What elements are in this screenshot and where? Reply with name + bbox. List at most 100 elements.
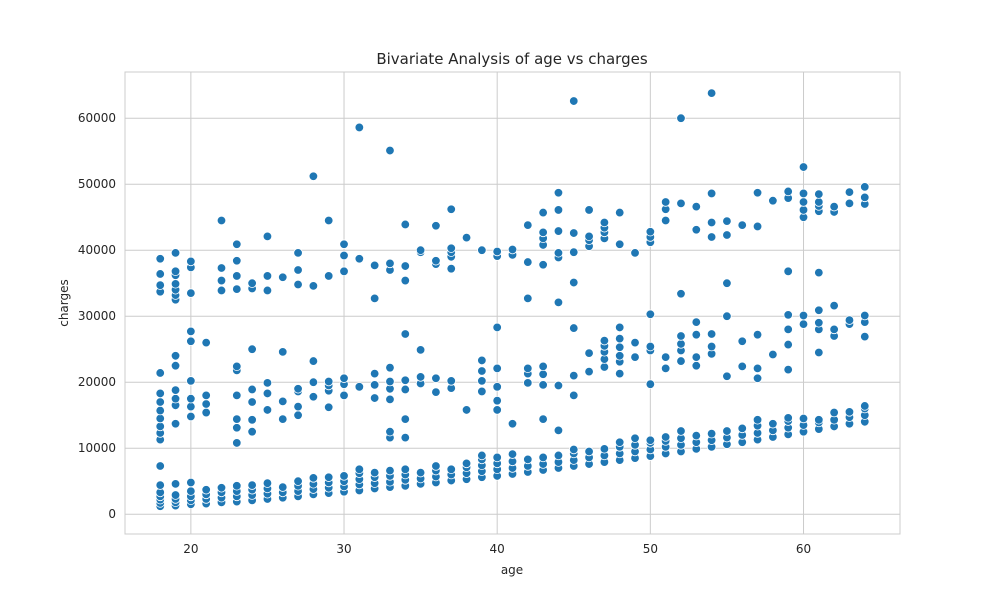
data-point (814, 318, 824, 328)
data-point (691, 201, 701, 212)
data-point (660, 363, 671, 374)
data-point (232, 284, 242, 294)
data-point (400, 375, 410, 385)
data-point (829, 300, 839, 311)
data-point (553, 226, 564, 236)
y-tick-label: 10000 (78, 441, 116, 455)
data-point (339, 250, 349, 261)
data-point (691, 430, 701, 441)
data-point (155, 388, 165, 399)
data-point (400, 219, 410, 230)
data-point (783, 310, 793, 320)
data-point (385, 145, 395, 156)
data-point (232, 390, 242, 401)
data-point (431, 373, 441, 383)
data-point (278, 272, 288, 282)
data-point (186, 394, 196, 404)
data-point (477, 355, 487, 366)
data-point (523, 454, 533, 465)
data-point (569, 96, 579, 106)
data-point (814, 197, 824, 207)
data-point (814, 189, 824, 199)
data-point (308, 171, 319, 181)
data-point (553, 297, 564, 308)
data-point (844, 198, 855, 209)
data-point (844, 407, 855, 417)
data-point (339, 239, 349, 249)
data-point (324, 376, 334, 387)
data-point (247, 278, 257, 288)
data-point (722, 311, 732, 321)
data-point (615, 322, 625, 333)
data-point (768, 349, 778, 360)
data-point (232, 256, 242, 266)
data-point (293, 476, 303, 486)
data-point (569, 370, 579, 381)
data-point (691, 317, 701, 327)
y-tick-label: 20000 (78, 375, 116, 389)
data-point (584, 446, 594, 457)
data-point (752, 329, 763, 340)
data-point (354, 464, 365, 475)
data-point (262, 231, 273, 242)
data-point (232, 239, 242, 249)
data-point (706, 329, 717, 339)
x-tick-label: 30 (336, 542, 351, 556)
data-point (645, 309, 656, 319)
data-point (324, 271, 334, 281)
data-point (477, 450, 487, 461)
data-point (814, 305, 824, 315)
data-point (615, 342, 625, 352)
data-point (798, 205, 809, 215)
data-point (752, 373, 763, 383)
data-point (232, 423, 242, 433)
data-point (216, 215, 227, 226)
data-point (186, 411, 196, 422)
data-point (400, 464, 410, 475)
data-point (798, 413, 809, 424)
data-point (247, 397, 257, 407)
data-point (186, 477, 196, 488)
data-point (155, 269, 165, 279)
data-point (201, 337, 211, 348)
data-point (247, 344, 257, 354)
data-point (293, 279, 303, 290)
data-point (155, 254, 165, 264)
data-point (706, 232, 717, 242)
data-point (324, 215, 334, 226)
data-point (523, 220, 533, 230)
data-point (783, 413, 793, 423)
data-point (155, 413, 165, 424)
data-point (706, 428, 717, 439)
data-point (660, 352, 671, 362)
data-point (446, 263, 456, 274)
data-point (170, 385, 181, 395)
data-point (706, 188, 717, 199)
data-point (339, 390, 349, 401)
data-point (431, 256, 441, 266)
data-point (232, 438, 242, 448)
data-point (201, 390, 211, 401)
data-point (615, 333, 625, 344)
data-point (155, 280, 165, 290)
data-point (538, 227, 548, 238)
data-point (829, 324, 839, 335)
data-point (446, 243, 456, 253)
data-point (216, 483, 227, 493)
data-point (768, 195, 778, 206)
data-point (722, 371, 732, 381)
data-point (798, 310, 809, 321)
data-point (676, 198, 686, 209)
data-point (170, 248, 181, 258)
data-point (247, 384, 257, 395)
data-point (385, 376, 395, 387)
data-point (354, 254, 365, 264)
data-point (538, 369, 548, 379)
data-point (798, 188, 809, 199)
data-point (446, 204, 456, 214)
data-point (446, 376, 456, 386)
data-point (691, 361, 701, 371)
data-point (247, 415, 257, 425)
data-point (155, 405, 165, 416)
data-point (553, 205, 564, 215)
